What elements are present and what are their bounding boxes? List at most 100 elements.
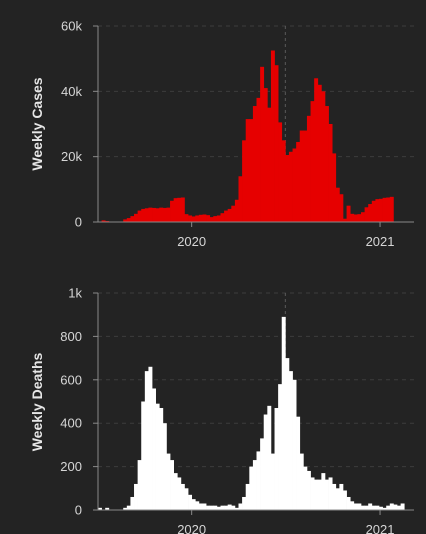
cases-bar	[170, 200, 174, 222]
cases-bar	[299, 130, 304, 222]
cases-bar	[317, 84, 322, 222]
deaths-bar	[209, 505, 214, 510]
deaths-y-axis-label: Weekly Deaths	[29, 353, 45, 452]
deaths-bar	[303, 466, 308, 510]
cases-bar	[267, 107, 272, 222]
cases-bar	[321, 91, 326, 222]
deaths-bar	[166, 453, 171, 510]
deaths-bar	[292, 379, 297, 510]
cases-bar	[126, 218, 131, 222]
deaths-y-tick-label: 1k	[68, 286, 82, 301]
deaths-bar	[173, 473, 178, 510]
cases-bar	[335, 187, 340, 222]
cases-bar	[238, 176, 243, 222]
cases-x-tick-label: 2020	[177, 234, 206, 249]
cases-bar	[234, 199, 239, 222]
cases-bar	[285, 155, 290, 222]
cases-bar	[198, 214, 203, 222]
cases-y-tick-label: 40k	[61, 84, 82, 99]
cases-bar	[371, 200, 376, 222]
deaths-bar	[252, 460, 257, 510]
cases-bar	[148, 207, 153, 222]
deaths-bar	[234, 507, 239, 510]
cases-bar	[306, 115, 311, 222]
deaths-bar	[397, 505, 401, 510]
cases-bar	[281, 140, 286, 222]
deaths-bar	[314, 479, 319, 510]
cases-bar	[216, 215, 221, 222]
cases-bar	[202, 214, 207, 222]
deaths-bar	[346, 496, 351, 510]
cases-bar	[314, 78, 319, 223]
cases-bar	[310, 101, 315, 222]
deaths-bar	[137, 460, 142, 510]
cases-bar	[263, 88, 268, 222]
cases-bar	[274, 65, 279, 222]
cases-bar	[260, 66, 265, 222]
deaths-bar	[296, 416, 301, 510]
deaths-bar	[256, 451, 261, 510]
deaths-bar	[148, 366, 153, 510]
cases-bar	[137, 210, 142, 222]
cases-bar	[252, 106, 257, 222]
cases-bar	[386, 197, 391, 222]
cases-y-tick-label: 60k	[61, 19, 82, 34]
deaths-bar	[242, 496, 247, 510]
deaths-y-tick-label: 600	[60, 372, 82, 387]
deaths-chart: Weekly Deaths 0 200 400 600 800 1k 2020 2021	[29, 286, 414, 534]
deaths-bar	[202, 503, 207, 510]
deaths-bar	[134, 483, 138, 510]
cases-chart: Weekly Cases 0 20k 40k 60k 2020 2021	[29, 19, 414, 249]
cases-bar	[220, 213, 225, 222]
deaths-bar	[152, 388, 156, 510]
deaths-bar	[278, 384, 283, 510]
cases-y-tick-label: 20k	[61, 149, 82, 164]
cases-bar	[166, 207, 171, 222]
cases-bar	[292, 148, 297, 222]
deaths-bar	[270, 453, 275, 510]
cases-bar	[245, 119, 250, 222]
deaths-bar	[162, 423, 167, 510]
deaths-bar	[170, 460, 174, 510]
deaths-bar	[245, 483, 250, 510]
cases-bar	[368, 204, 373, 222]
cases-bar	[324, 106, 329, 222]
deaths-bar	[310, 477, 315, 510]
deaths-bar	[335, 488, 340, 510]
cases-bar	[141, 208, 146, 222]
deaths-bar	[324, 479, 329, 510]
deaths-bar	[155, 403, 160, 510]
deaths-bar	[188, 494, 193, 510]
deaths-bar	[288, 371, 293, 510]
cases-bar	[159, 207, 164, 222]
deaths-bar	[379, 506, 383, 510]
cases-bar	[134, 213, 138, 222]
deaths-bar	[360, 505, 365, 510]
deaths-bar	[321, 473, 326, 510]
deaths-y-tick-label: 400	[60, 416, 82, 431]
deaths-bar	[368, 503, 373, 510]
cases-bar	[242, 140, 247, 222]
deaths-bar	[260, 438, 265, 510]
deaths-bar	[400, 503, 405, 510]
deaths-x-tick-label: 2020	[177, 522, 206, 534]
cases-bar	[191, 216, 196, 222]
deaths-bar	[306, 470, 311, 510]
deaths-bar	[364, 505, 369, 510]
cases-bar	[209, 217, 214, 222]
cases-bar	[342, 218, 347, 222]
cases-bar	[162, 207, 167, 222]
deaths-bar	[227, 504, 232, 510]
cases-bar	[155, 208, 160, 222]
deaths-bar	[393, 504, 398, 510]
cases-bar	[364, 207, 369, 222]
cases-bar	[213, 216, 218, 222]
deaths-y-tick-label: 800	[60, 329, 82, 344]
deaths-bar	[130, 496, 135, 510]
cases-bar	[303, 130, 308, 222]
deaths-bar	[339, 483, 344, 510]
deaths-bar	[231, 505, 236, 510]
cases-bar	[177, 197, 182, 222]
cases-bar	[332, 153, 337, 222]
